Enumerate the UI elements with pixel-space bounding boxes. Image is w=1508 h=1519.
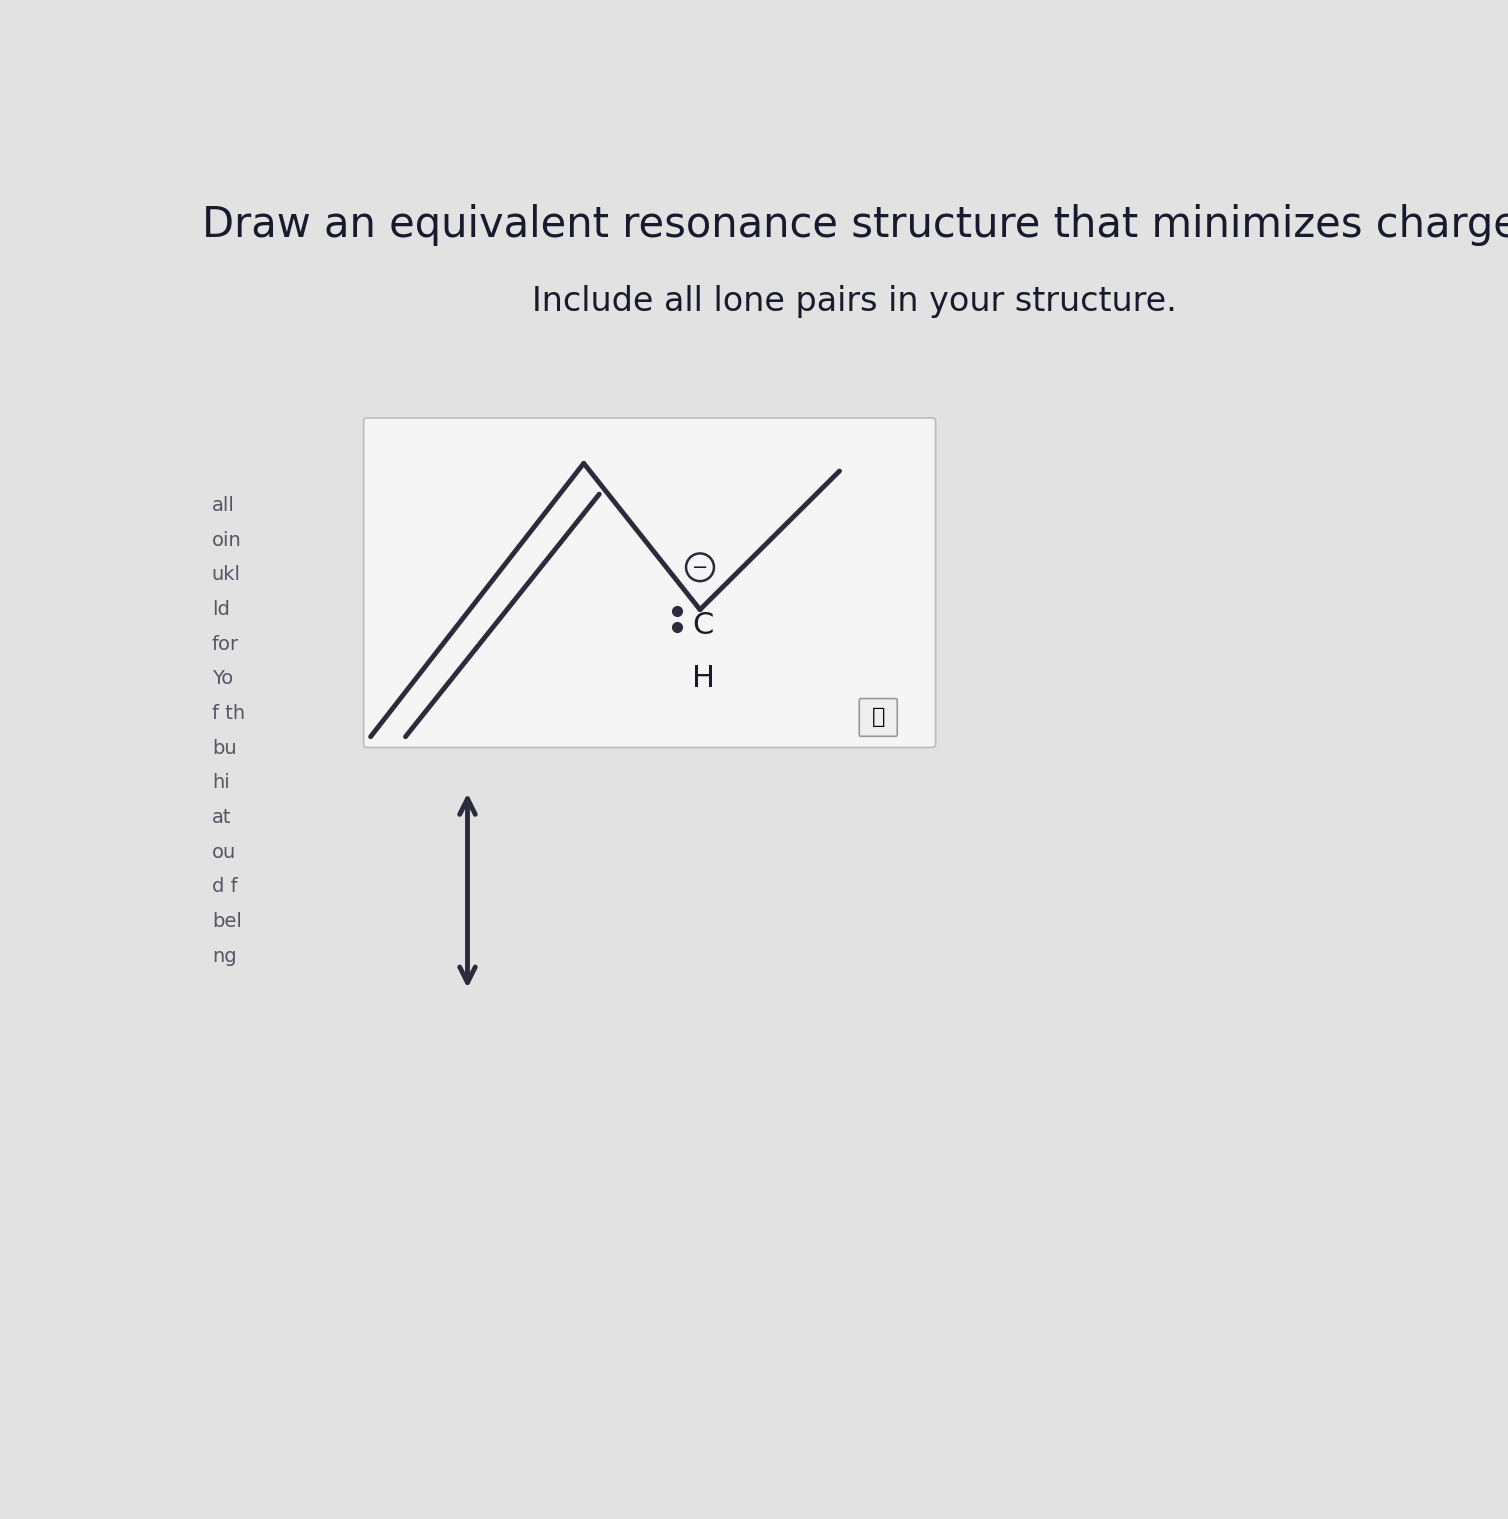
Text: 🔍: 🔍: [872, 708, 885, 728]
Text: C: C: [692, 611, 713, 639]
Text: bel: bel: [211, 911, 241, 931]
Text: f th: f th: [211, 705, 244, 723]
Text: bu: bu: [211, 738, 237, 758]
Text: Yo: Yo: [211, 670, 234, 688]
Text: Draw an equivalent resonance structure that minimizes charge.: Draw an equivalent resonance structure t…: [202, 204, 1508, 246]
Text: d f: d f: [211, 878, 237, 896]
Text: −: −: [692, 557, 709, 577]
Text: at: at: [211, 808, 231, 826]
FancyBboxPatch shape: [363, 418, 935, 747]
Text: ng: ng: [211, 946, 237, 966]
Text: ld: ld: [211, 600, 229, 620]
Text: oin: oin: [211, 530, 241, 550]
Text: H: H: [692, 664, 715, 694]
Text: hi: hi: [211, 773, 229, 793]
Text: ou: ou: [211, 843, 235, 861]
Text: ukl: ukl: [211, 565, 241, 585]
Text: all: all: [211, 497, 235, 515]
Text: Include all lone pairs in your structure.: Include all lone pairs in your structure…: [532, 286, 1178, 317]
Text: for: for: [211, 635, 238, 653]
FancyBboxPatch shape: [860, 699, 897, 737]
